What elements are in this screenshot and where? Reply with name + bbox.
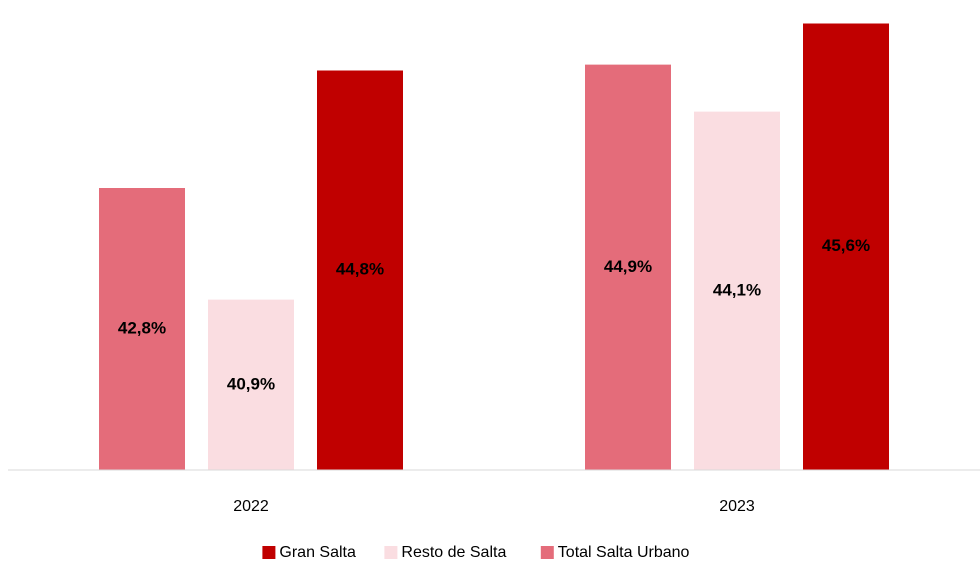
data-label: 44,9% (604, 257, 652, 276)
bar (208, 299, 294, 470)
bar (585, 64, 671, 470)
legend-label: Gran Salta (279, 544, 356, 561)
bar (694, 111, 780, 470)
bar (803, 23, 889, 470)
legend-label: Total Salta Urbano (558, 544, 690, 561)
data-label: 44,8% (336, 260, 384, 279)
data-label: 44,1% (713, 280, 761, 299)
bar (317, 70, 403, 470)
data-label: 42,8% (118, 318, 166, 337)
bar (99, 188, 185, 470)
legend-swatch (540, 546, 554, 559)
legend-swatch (384, 546, 398, 559)
legend-swatch (262, 546, 276, 559)
data-label: 45,6% (822, 236, 870, 255)
data-label: 40,9% (227, 374, 275, 393)
x-tick-label: 2023 (719, 498, 755, 515)
legend-label: Resto de Salta (401, 544, 506, 561)
x-tick-label: 2022 (233, 498, 269, 515)
